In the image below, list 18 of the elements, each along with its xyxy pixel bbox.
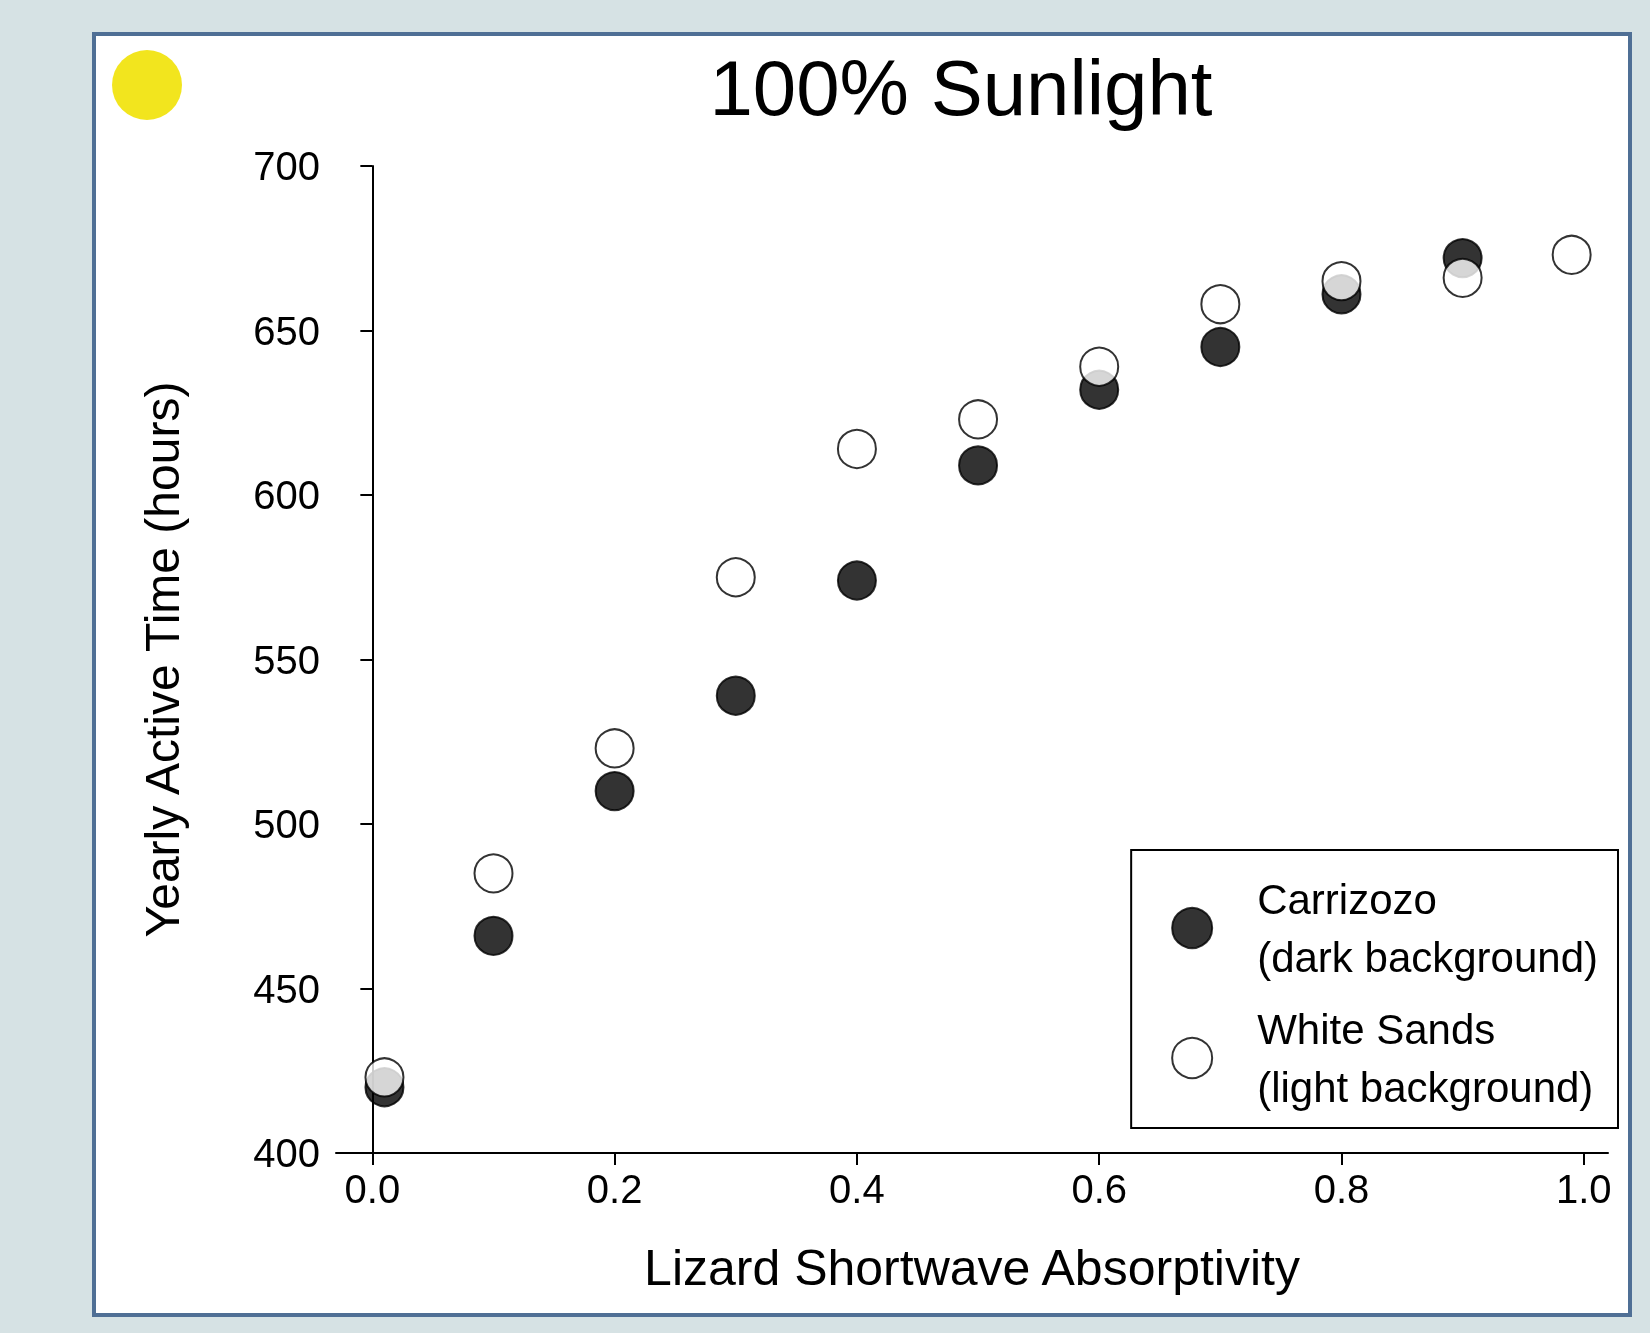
y-tick-label: 600 [253, 473, 320, 517]
x-tick-label: 0.4 [829, 1167, 885, 1211]
y-tick-label: 400 [253, 1131, 320, 1175]
x-tick-label: 0.2 [586, 1167, 643, 1211]
y-tick-label: 500 [253, 802, 320, 846]
x-axis-title: Lizard Shortwave Absorptivity [644, 1240, 1300, 1296]
y-tick-label: 650 [253, 308, 320, 353]
x-tick-label: 1.0 [1555, 1167, 1612, 1211]
y-tick-label: 450 [253, 966, 320, 1011]
x-tick-label: 0.8 [1313, 1167, 1370, 1211]
x-tick-label: 0.6 [1071, 1167, 1127, 1211]
chart-title: 100% Sunlight [709, 44, 1213, 132]
y-tick-label: 700 [253, 144, 320, 188]
legend-label: Carrizozo (dark background) [1257, 875, 1598, 981]
y-axis-title: Yearly Active Time (hours) [135, 381, 189, 938]
legend-label: White Sands (light background) [1257, 1005, 1594, 1111]
x-tick-label: 0.0 [344, 1167, 401, 1211]
y-tick-label: 550 [253, 637, 320, 682]
